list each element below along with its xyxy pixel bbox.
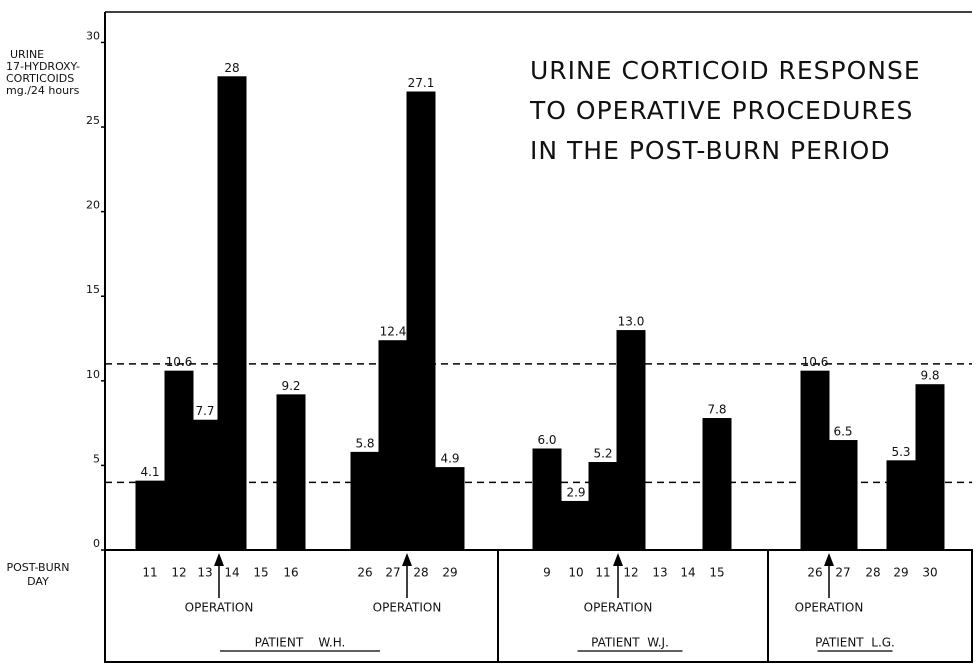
x-tick-label: 9	[543, 566, 551, 580]
x-tick-label: 14	[224, 566, 239, 580]
x-tick-label: 26	[357, 566, 372, 580]
bar	[276, 394, 306, 550]
bar	[886, 460, 916, 550]
arrow-head	[824, 553, 834, 566]
value-label: 9.2	[281, 379, 300, 393]
x-tick-label: 28	[413, 566, 428, 580]
value-label: 27.1	[408, 76, 435, 90]
bar	[800, 370, 830, 550]
x-tick-label: 29	[442, 566, 457, 580]
value-label: 5.8	[355, 436, 374, 450]
x-tick-label: 16	[283, 566, 298, 580]
y-tick-label: 15	[86, 283, 100, 296]
y-tick-label: 5	[93, 452, 100, 465]
x-tick-label: 14	[680, 566, 695, 580]
x-tick-label: 10	[568, 566, 583, 580]
x-axis-label: POST-BURN	[6, 561, 69, 574]
x-tick-label: 29	[893, 566, 908, 580]
y-tick-label: 10	[86, 368, 100, 381]
x-tick-label: 12	[623, 566, 638, 580]
bar	[828, 440, 858, 550]
value-label: 10.6	[166, 355, 193, 369]
value-label: 7.8	[707, 403, 726, 417]
bar	[217, 76, 247, 550]
bar	[588, 462, 618, 550]
y-tick-label: 25	[86, 114, 100, 127]
x-tick-label: 28	[865, 566, 880, 580]
patient-label: PATIENT W.H.	[255, 636, 346, 650]
arrow-head	[402, 553, 412, 566]
bar	[164, 370, 194, 550]
value-label: 5.3	[891, 445, 910, 459]
value-label: 13.0	[618, 315, 645, 329]
value-label: 28	[224, 61, 239, 75]
x-axis-label: DAY	[27, 575, 49, 588]
bar	[135, 480, 165, 550]
x-tick-label: 13	[652, 566, 667, 580]
bar	[561, 500, 591, 550]
y-tick-label: 20	[86, 199, 100, 212]
y-axis-label: CORTICOIDS	[6, 72, 74, 85]
bar	[190, 419, 220, 550]
y-axis-label: URINE	[10, 48, 44, 61]
bar	[350, 451, 380, 550]
x-tick-label: 27	[385, 566, 400, 580]
bar	[532, 448, 562, 550]
patient-label: PATIENT W.J.	[591, 636, 669, 650]
bar	[406, 91, 436, 551]
operation-label: OPERATION	[185, 601, 254, 615]
value-label: 4.9	[440, 452, 459, 466]
value-label: 4.1	[140, 465, 159, 479]
x-tick-label: 11	[595, 566, 610, 580]
x-tick-label: 12	[171, 566, 186, 580]
y-tick-label: 0	[93, 537, 100, 550]
x-tick-label: 11	[142, 566, 157, 580]
chart-title: URINE CORTICOID RESPONSE	[530, 56, 921, 85]
value-label: 9.8	[920, 369, 939, 383]
bar	[702, 418, 732, 550]
x-tick-label: 26	[807, 566, 822, 580]
value-label: 2.9	[566, 485, 585, 499]
value-label: 10.6	[802, 355, 829, 369]
value-label: 6.0	[537, 433, 556, 447]
x-tick-label: 30	[922, 566, 937, 580]
bar	[616, 330, 646, 550]
arrow-head	[214, 553, 224, 566]
value-label: 12.4	[380, 325, 407, 339]
patient-label: PATIENT L.G.	[815, 636, 895, 650]
bar	[378, 340, 408, 550]
chart-title: IN THE POST-BURN PERIOD	[530, 136, 891, 165]
y-axis-label: 17-HYDROXY-	[6, 60, 80, 73]
value-label: 7.7	[195, 404, 214, 418]
arrow-head	[613, 553, 623, 566]
value-label: 6.5	[833, 425, 852, 439]
chart-title: TO OPERATIVE PROCEDURES	[529, 96, 913, 125]
operation-label: OPERATION	[795, 601, 864, 615]
bar	[915, 384, 945, 550]
bar	[435, 467, 465, 550]
x-tick-label: 15	[253, 566, 268, 580]
x-tick-label: 13	[197, 566, 212, 580]
x-tick-label: 27	[835, 566, 850, 580]
value-label: 5.2	[593, 447, 612, 461]
y-tick-label: 30	[86, 29, 100, 42]
operation-label: OPERATION	[373, 601, 442, 615]
x-tick-label: 15	[709, 566, 724, 580]
operation-label: OPERATION	[584, 601, 653, 615]
y-axis-label: mg./24 hours	[6, 84, 80, 97]
